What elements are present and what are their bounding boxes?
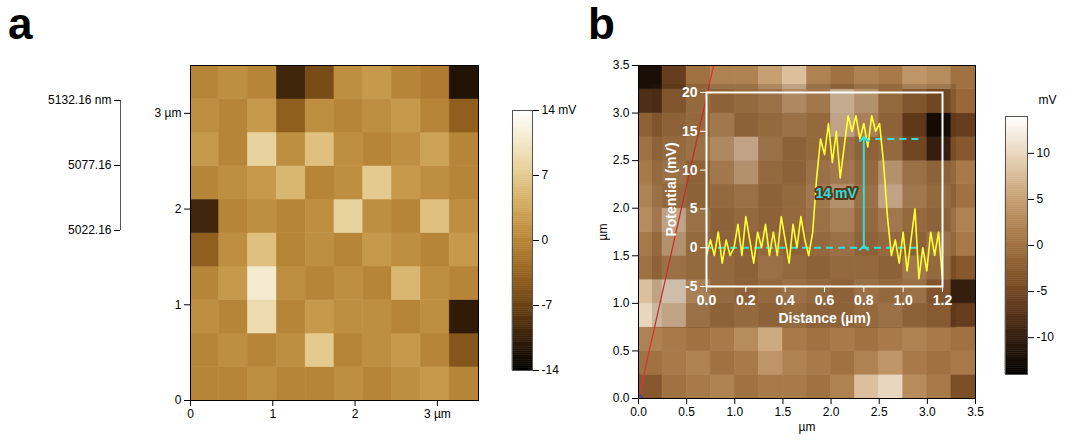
svg-text:3.5: 3.5 <box>967 405 984 419</box>
svg-text:1.5: 1.5 <box>613 249 630 263</box>
svg-text:1.0: 1.0 <box>893 292 913 308</box>
svg-text:0.6: 0.6 <box>815 292 835 308</box>
svg-text:-7: -7 <box>542 298 553 312</box>
svg-text:3 µm: 3 µm <box>424 407 451 421</box>
svg-text:0.2: 0.2 <box>736 292 756 308</box>
svg-text:5077.16: 5077.16 <box>68 158 112 172</box>
svg-text:0: 0 <box>187 407 194 421</box>
svg-text:0: 0 <box>690 239 698 255</box>
svg-text:0.0: 0.0 <box>613 391 630 405</box>
svg-text:7: 7 <box>542 168 549 182</box>
svg-text:0.0: 0.0 <box>697 292 717 308</box>
svg-text:1: 1 <box>175 298 182 312</box>
svg-text:0: 0 <box>542 233 549 247</box>
svg-text:-10: -10 <box>1037 330 1055 344</box>
svg-text:0.4: 0.4 <box>775 292 795 308</box>
svg-text:3.0: 3.0 <box>919 405 936 419</box>
svg-text:-5: -5 <box>1037 284 1048 298</box>
svg-text:2.0: 2.0 <box>823 405 840 419</box>
svg-text:1.0: 1.0 <box>613 296 630 310</box>
svg-text:0.5: 0.5 <box>613 344 630 358</box>
svg-text:1.5: 1.5 <box>775 405 792 419</box>
svg-text:0.5: 0.5 <box>678 405 695 419</box>
svg-text:15: 15 <box>682 123 698 139</box>
svg-text:0: 0 <box>175 393 182 407</box>
svg-text:2: 2 <box>175 202 182 216</box>
svg-text:2.5: 2.5 <box>871 405 888 419</box>
svg-text:2.5: 2.5 <box>613 153 630 167</box>
svg-text:0.8: 0.8 <box>854 292 874 308</box>
svg-text:0: 0 <box>1037 238 1044 252</box>
svg-text:µm: µm <box>596 224 610 241</box>
svg-text:mV: mV <box>1039 93 1057 107</box>
html-text:a: a <box>8 0 33 48</box>
svg-text:-14: -14 <box>542 363 560 377</box>
svg-text:-5: -5 <box>685 278 698 294</box>
svg-text:3 µm: 3 µm <box>155 106 182 120</box>
svg-text:5132.16 nm: 5132.16 nm <box>48 93 111 107</box>
svg-text:1: 1 <box>269 407 276 421</box>
svg-text:2: 2 <box>352 407 359 421</box>
svg-text:20: 20 <box>682 84 698 100</box>
svg-text:3.5: 3.5 <box>613 58 630 72</box>
svg-text:1.0: 1.0 <box>726 405 743 419</box>
svg-text:14 mV: 14 mV <box>816 185 858 201</box>
svg-text:10: 10 <box>682 162 698 178</box>
svg-text:Distance (µm): Distance (µm) <box>778 310 870 326</box>
svg-text:Potential (mV): Potential (mV) <box>663 142 679 236</box>
svg-text:0.0: 0.0 <box>630 405 647 419</box>
svg-text:14 mV: 14 mV <box>542 103 577 117</box>
svg-text:3.0: 3.0 <box>613 106 630 120</box>
svg-text:5: 5 <box>690 200 698 216</box>
svg-text:2.0: 2.0 <box>613 201 630 215</box>
svg-text:1.2: 1.2 <box>933 292 953 308</box>
svg-text:5: 5 <box>1037 192 1044 206</box>
svg-text:5022.16: 5022.16 <box>68 223 112 237</box>
svg-text:10: 10 <box>1037 146 1051 160</box>
html-text:b: b <box>588 0 615 48</box>
svg-text:µm: µm <box>799 420 816 434</box>
